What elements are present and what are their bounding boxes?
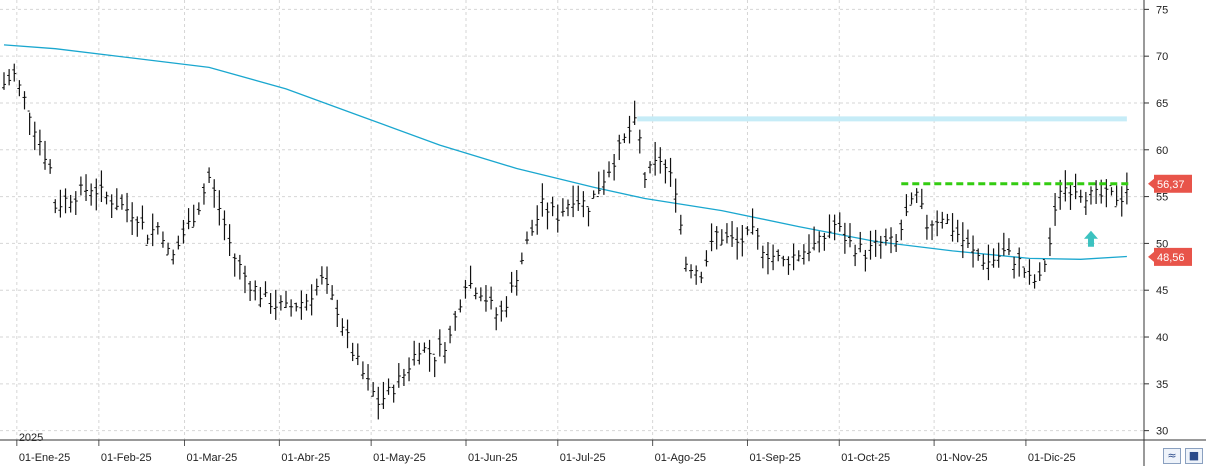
x-tick-label: 01-Jul-25 <box>560 452 606 464</box>
x-tick-label: 01-Mar-25 <box>187 452 238 464</box>
price-tag-pointer <box>1148 178 1154 189</box>
y-tick-label: 50 <box>1156 238 1168 250</box>
x-tick-label: 01-Sep-25 <box>749 452 800 464</box>
x-tick-label: 01-Ene-25 <box>19 452 70 464</box>
y-tick-label: 35 <box>1156 379 1168 391</box>
x-tick-label: 01-Abr-25 <box>281 452 330 464</box>
x-tick-label: 01-May-25 <box>373 452 426 464</box>
y-tick-label: 55 <box>1156 192 1168 204</box>
y-tick-label: 75 <box>1156 4 1168 16</box>
y-tick-label: 65 <box>1156 98 1168 110</box>
y-tick-label: 30 <box>1156 426 1168 438</box>
x-tick-label: 01-Oct-25 <box>841 452 890 464</box>
y-tick-label: 70 <box>1156 51 1168 63</box>
year-label: 2025 <box>19 432 43 444</box>
y-tick-label: 45 <box>1156 285 1168 297</box>
price-tag-label: 56,37 <box>1157 179 1185 191</box>
arrow-up-icon <box>1083 230 1098 247</box>
x-tick-label: 01-Feb-25 <box>101 452 152 464</box>
price-tag-label: 48,56 <box>1157 252 1185 264</box>
save-button[interactable]: ■ <box>1185 448 1203 464</box>
price-tag <box>1154 174 1192 193</box>
y-tick-label: 40 <box>1156 332 1168 344</box>
moving-average-line <box>3 44 1127 260</box>
zoom-button[interactable]: ≈ <box>1163 448 1181 464</box>
x-tick-label: 01-Dic-25 <box>1028 452 1076 464</box>
price-tag <box>1154 247 1192 266</box>
price-tag-pointer <box>1148 251 1154 262</box>
x-tick-label: 01-Jun-25 <box>468 452 518 464</box>
x-tick-label: 01-Ago-25 <box>655 452 706 464</box>
x-tick-label: 01-Nov-25 <box>936 452 987 464</box>
y-tick-label: 60 <box>1156 145 1168 157</box>
